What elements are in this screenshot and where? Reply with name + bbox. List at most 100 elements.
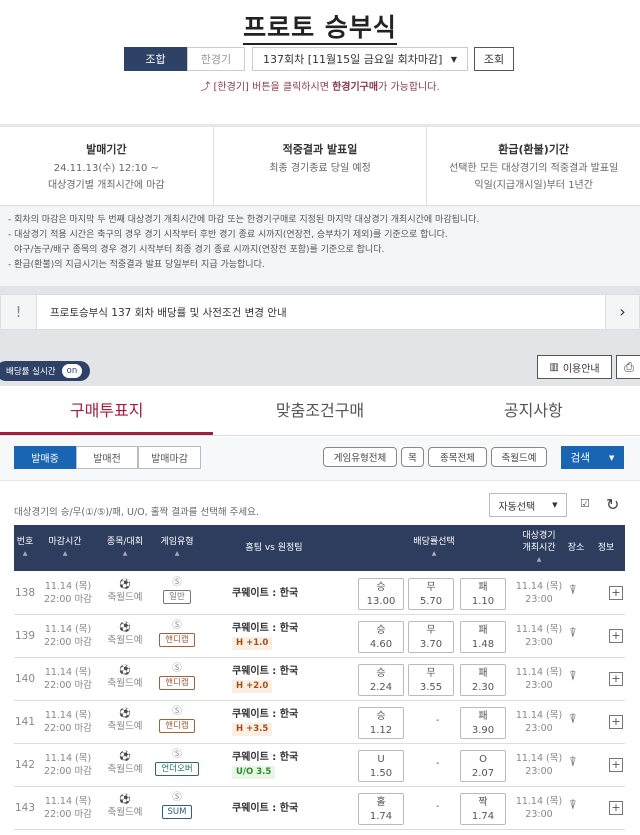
col-type[interactable]: 게임유형 ▲	[160, 537, 194, 557]
col-sport[interactable]: 종목/대회 ▲	[106, 537, 144, 557]
no-draw-dash: -	[436, 758, 440, 769]
status-pre-sale[interactable]: 발매전	[76, 446, 138, 469]
condition: H +3.5	[232, 723, 273, 736]
odds-button[interactable]: O 2.07	[460, 750, 506, 782]
chevron-right-icon[interactable]: ›	[605, 295, 639, 329]
odds-button[interactable]: 승 2.24	[358, 664, 404, 696]
match-number: 139	[14, 630, 36, 642]
single-game-mode-button[interactable]: 한경기	[187, 47, 245, 71]
col-num[interactable]: 번호 ▲	[16, 537, 34, 557]
info-line: 익일(지급개시일)부터 1년간	[474, 180, 593, 191]
col-match-time[interactable]: 대상경기 개최시간 ▲	[522, 531, 556, 563]
odds-button[interactable]: 홀 1.74	[358, 793, 404, 825]
realtime-odds-toggle[interactable]: 배당률 실시간 on	[0, 361, 90, 381]
match-number: 141	[14, 716, 36, 728]
deadline: 11.14 (목) 22:00 마감	[44, 581, 92, 605]
page-title: 프로토 승부식	[0, 8, 640, 45]
game-type: Ⓢ 핸디캡	[154, 662, 200, 690]
special-icon: Ⓢ	[172, 706, 182, 717]
odds-label: 홀	[376, 797, 386, 808]
hint-bold: 한경기구매	[332, 82, 379, 93]
auto-select-dropdown[interactable]: 자동선택 ▼	[489, 493, 567, 517]
usage-guide-button[interactable]: ▥ 이용안내	[537, 355, 612, 379]
col-info: 정보	[597, 543, 615, 553]
teams[interactable]: 쿠웨이트 : 한국 H +2.0	[232, 666, 299, 693]
match-number: 138	[14, 587, 36, 599]
filter-day[interactable]: 목	[401, 447, 424, 467]
filter-league[interactable]: 축월드예	[491, 447, 547, 467]
odds-button[interactable]: 패 3.90	[460, 707, 506, 739]
lookup-button[interactable]: 조회	[474, 47, 514, 71]
soccer-ball-icon: ⚽	[119, 665, 131, 676]
plus-icon[interactable]: +	[609, 715, 623, 729]
col-teams: 홈팀 vs 원정팀	[245, 543, 303, 553]
checkbox-toggle-icon[interactable]: ☑	[580, 497, 590, 510]
plus-icon[interactable]: +	[609, 758, 623, 772]
toggle-state: on	[61, 364, 83, 378]
refresh-icon[interactable]: ↻	[606, 495, 620, 514]
tab-notice[interactable]: 공지사항	[503, 401, 563, 420]
tab-custom[interactable]: 맞춤조건구매	[275, 401, 365, 420]
sport: ⚽ 축월드예	[102, 621, 148, 647]
odds-label: 패	[478, 625, 488, 636]
odds-value: 5.70	[419, 596, 443, 607]
info-title: 환급(환불)기간	[498, 143, 570, 156]
teams[interactable]: 쿠웨이트 : 한국 H +3.5	[232, 709, 299, 736]
round-select[interactable]: 137회차 [11월15일 금요일 회차마감] ▼	[252, 47, 468, 71]
odds-button[interactable]: 패 1.10	[460, 578, 506, 610]
odds-button[interactable]: 무 3.55	[408, 664, 454, 696]
sale-period: 발매기간 24.11.13(수) 12:10 ~ 대상경기별 개최시간에 마감	[0, 127, 214, 205]
notice-bar[interactable]: ! 프로토승부식 137 회차 배당률 및 사전조건 변경 안내 ›	[0, 294, 640, 330]
info-line: 최종 경기종료 당일 예정	[269, 163, 371, 174]
teams[interactable]: 쿠웨이트 : 한국 H +1.0	[232, 623, 299, 650]
odds-button[interactable]: 승 4.60	[358, 621, 404, 653]
game-type: Ⓢ 언더오버	[154, 748, 200, 776]
odds-value: 3.90	[471, 725, 495, 736]
plus-icon[interactable]: +	[609, 801, 623, 815]
combo-mode-button[interactable]: 조합	[124, 47, 187, 71]
notice-text[interactable]: 프로토승부식 137 회차 배당률 및 사전조건 변경 안내	[50, 306, 287, 319]
location-pin-icon[interactable]: ⍒	[569, 798, 577, 813]
plus-icon[interactable]: +	[609, 629, 623, 643]
filter-game-type[interactable]: 게임유형전체	[323, 447, 397, 467]
table-row: 138 11.14 (목) 22:00 마감 ⚽ 축월드예 Ⓢ 일반 쿠웨이트 : 한…	[14, 572, 625, 615]
match-number: 142	[14, 759, 36, 771]
print-icon[interactable]: ⎙	[616, 355, 640, 379]
odds-button[interactable]: 승 13.00	[358, 578, 404, 610]
odds-button[interactable]: 무 3.70	[408, 621, 454, 653]
filter-sport[interactable]: 종목전체	[428, 447, 487, 467]
status-on-sale[interactable]: 발매중	[14, 446, 76, 469]
location-pin-icon[interactable]: ⍒	[569, 626, 577, 641]
tab-ticket[interactable]: 구매투표지	[0, 386, 214, 435]
soccer-ball-icon: ⚽	[119, 708, 131, 719]
sport: ⚽ 축월드예	[102, 664, 148, 690]
location-pin-icon[interactable]: ⍒	[569, 712, 577, 727]
type-badge: 언더오버	[155, 762, 199, 776]
location-pin-icon[interactable]: ⍒	[569, 669, 577, 684]
plus-icon[interactable]: +	[609, 672, 623, 686]
info-line: 대상경기별 개최시간에 마감	[47, 180, 165, 191]
plus-icon[interactable]: +	[609, 586, 623, 600]
odds-button[interactable]: 패 1.48	[460, 621, 506, 653]
special-icon: Ⓢ	[172, 749, 182, 760]
league: 축월드예	[107, 764, 143, 775]
teams[interactable]: 쿠웨이트 : 한국	[232, 588, 299, 599]
search-button[interactable]: 검색 ▼	[561, 446, 624, 469]
odds-button[interactable]: 짝 1.74	[460, 793, 506, 825]
status-closed[interactable]: 발매마감	[138, 446, 201, 469]
guide-label: 이용안내	[562, 363, 600, 375]
odds-label: 패	[478, 668, 488, 679]
odds-button[interactable]: 패 2.30	[460, 664, 506, 696]
odds-button[interactable]: 승 1.12	[358, 707, 404, 739]
location-pin-icon[interactable]: ⍒	[569, 755, 577, 770]
location-pin-icon[interactable]: ⍒	[569, 583, 577, 598]
teams[interactable]: 쿠웨이트 : 한국 U/O 3.5	[232, 752, 299, 779]
table-row: 141 11.14 (목) 22:00 마감 ⚽ 축월드예 Ⓢ 핸디캡 쿠웨이트 : …	[14, 701, 625, 744]
note: - 환급(환불)의 지급시기는 적중결과 발표 당일부터 지급 가능합니다.	[8, 260, 265, 270]
col-odds[interactable]: 배당률선택 ▲	[413, 537, 455, 557]
odds-value: 13.00	[366, 596, 396, 607]
col-deadline[interactable]: 마감시간 ▲	[48, 537, 82, 557]
odds-button[interactable]: 무 5.70	[408, 578, 454, 610]
odds-button[interactable]: U 1.50	[358, 750, 404, 782]
teams[interactable]: 쿠웨이트 : 한국	[232, 803, 299, 814]
